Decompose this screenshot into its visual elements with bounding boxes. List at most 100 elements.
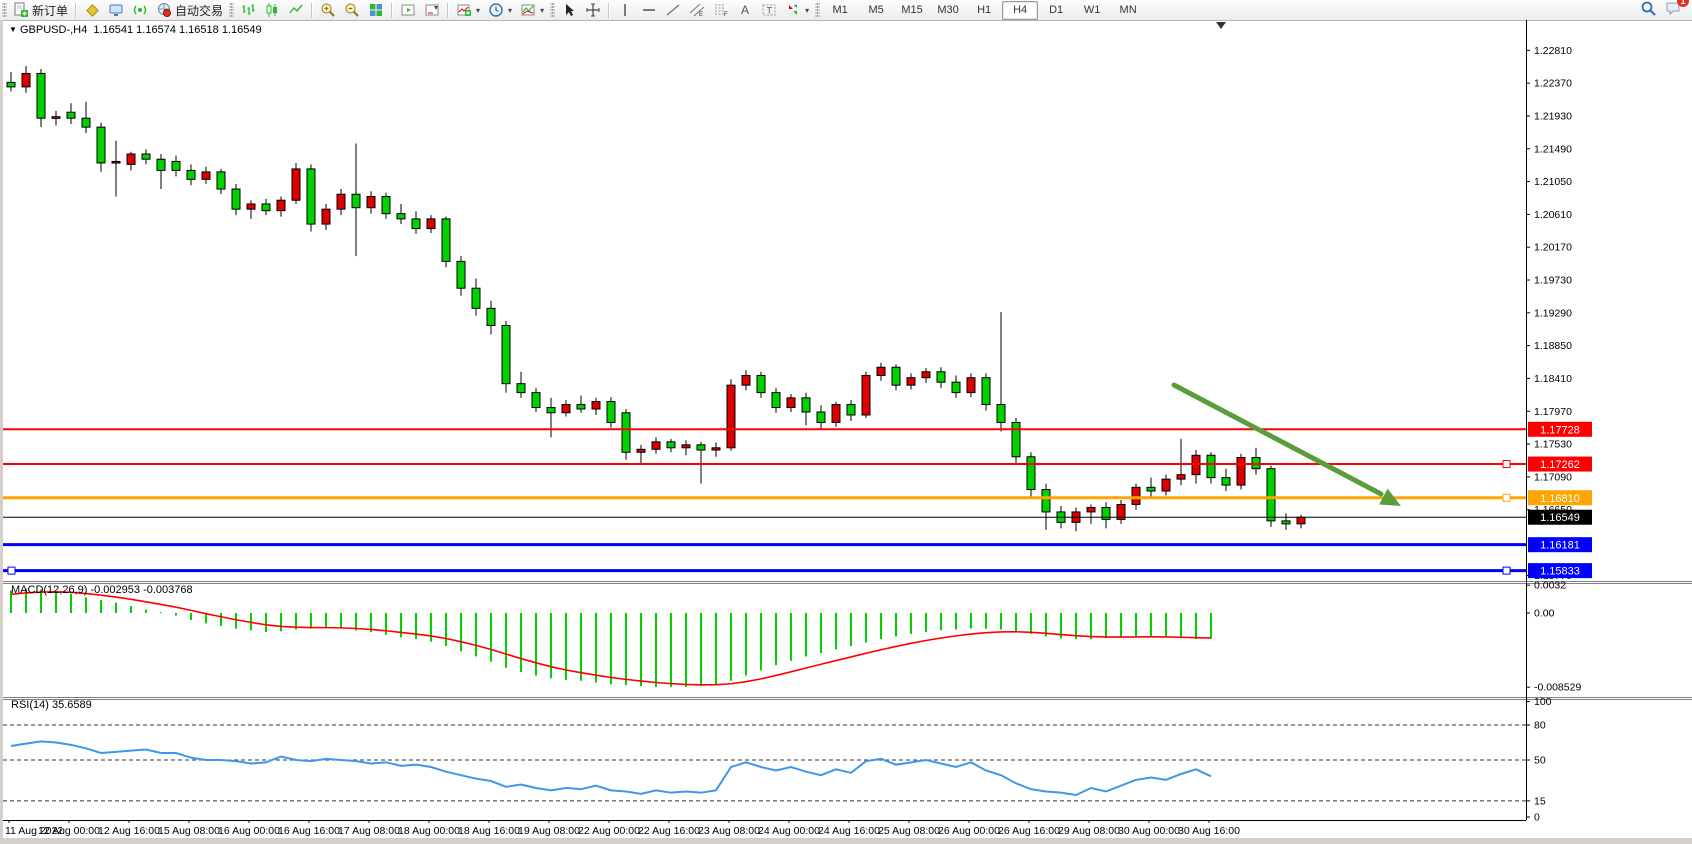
zoom-in-button[interactable] [316,0,340,20]
time-tick-label: 12 Aug 16:00 [98,825,160,837]
search-icon[interactable] [1640,0,1657,20]
line-chart-button[interactable] [284,0,308,20]
line-selection-marker[interactable] [1502,566,1511,575]
line-selection-marker[interactable] [7,566,16,575]
channel-button[interactable]: E [685,0,709,20]
candle [591,401,601,410]
candle [681,444,691,449]
trendline-button[interactable] [661,0,685,20]
timeframe-button-h4[interactable]: H4 [1002,0,1039,20]
candle [471,287,481,309]
periods-button[interactable]: ▾ [484,0,516,20]
price-axis[interactable]: 1.22810 1.22370 1.21930 1.21490 1.21050 1.206… [1526,45,1572,582]
candle [96,126,106,164]
candle [306,168,316,225]
price-tick-label: 1.20170 [1534,242,1572,254]
candle [666,441,676,449]
window-menu-icon[interactable]: ▼ [9,25,17,34]
timeframe-button-m15[interactable]: M15 [901,4,923,16]
candle [501,325,511,385]
auto-trading-button[interactable]: 自动交易 [152,0,227,20]
chevron-down-icon[interactable]: ▾ [805,5,810,15]
vline-icon [617,2,633,18]
chart-shift-marker[interactable] [1216,22,1226,29]
crosshair-button[interactable] [581,0,605,20]
main-toolbar: 新订单 自动交易 ▾ ▾ ▾ E F A T ▾ M1 M5 M15 M30 H1 H4 D1 W1 MN 1 [0,0,1692,21]
chart-title: ▼ GBPUSD-,H4 1.16541 1.16574 1.16518 1.1… [9,24,262,36]
rsi-axis[interactable]: 100 80 50 15 0 [1526,696,1552,824]
candle [1281,520,1291,525]
toolbar-grip [550,3,556,17]
timeframe-button-d1[interactable]: D1 [1049,4,1064,16]
rsi-tick-label: 0 [1534,812,1540,824]
candle [1131,486,1141,505]
price-tag-1.15833: 1.15833 [1528,563,1592,579]
time-tick-label: 30 Aug 16:00 [1178,825,1240,837]
candle [1266,468,1276,522]
macd-axis[interactable]: 0.0032 0.00 -0.008529 [1526,580,1581,694]
chart-window[interactable]: 1.22810 1.22370 1.21930 1.21490 1.21050 1.206… [0,20,1692,838]
timeframe-button-mn[interactable]: MN [1119,4,1137,16]
candle [426,218,436,230]
chart-shift-button[interactable] [420,0,444,20]
macd-indicator-label: MACD(12,26,9) -0.002953 -0.003768 [11,584,193,596]
horizontal-line-button[interactable] [637,0,661,20]
price-tag-1.16181: 1.16181 [1528,537,1592,553]
labelT-icon: T [761,2,777,18]
candle [126,153,136,165]
arrows-button[interactable]: ▾ [781,0,813,20]
bar-chart-button[interactable] [236,0,260,20]
chart-canvas[interactable]: 1.22810 1.22370 1.21930 1.21490 1.21050 1.206… [3,20,1692,838]
fibonacci-button[interactable]: F [709,0,733,20]
tile-windows-button[interactable] [364,0,388,20]
svg-text:1.16549: 1.16549 [1540,512,1580,524]
candle [696,444,706,451]
text-label-button[interactable]: T [757,0,781,20]
candle [771,392,781,409]
timeframe-button-m30[interactable]: M30 [937,4,959,16]
candle [951,381,961,394]
macd-tick-label: 0.00 [1534,608,1555,620]
vertical-line-button[interactable] [613,0,637,20]
profiles-button[interactable] [80,0,104,20]
auto-trading-button-label: 自动交易 [175,3,224,18]
chevron-down-icon[interactable]: ▾ [540,5,545,15]
candle [636,448,646,453]
cursor-button[interactable] [557,0,581,20]
candle [336,193,346,210]
zoom-out-button[interactable] [340,0,364,20]
candle [891,366,901,386]
candle [51,116,61,119]
signals-button[interactable] [128,0,152,20]
trend-arrow-line[interactable] [1171,382,1384,497]
trend-arrow-head[interactable] [1379,488,1401,506]
time-tick-label: 26 Aug 16:00 [998,825,1060,837]
timeframe-button-h1[interactable]: H1 [977,4,992,16]
candle [816,411,826,423]
timeframe-button-m1[interactable]: M1 [832,4,848,16]
market-watch-button[interactable] [104,0,128,20]
line-selection-marker[interactable] [1502,460,1511,469]
price-tag-1.17728: 1.17728 [1528,421,1592,437]
candle [441,218,451,262]
auto-scroll-button[interactable] [396,0,420,20]
new-order-button[interactable]: 新订单 [9,0,72,20]
candle [936,371,946,383]
line-selection-marker[interactable] [1502,493,1511,502]
timeframe-button-m5[interactable]: M5 [868,4,884,16]
chevron-down-icon[interactable]: ▾ [508,5,513,15]
notifications-icon[interactable]: 1 [1665,0,1689,20]
candle [726,384,736,449]
candle [846,404,856,416]
chevron-down-icon[interactable]: ▾ [476,5,481,15]
arrows-icon [785,2,801,18]
candlestick-chart-button[interactable] [260,0,284,20]
indicators-button[interactable]: ▾ [452,0,484,20]
rsi-tick-label: 15 [1534,795,1546,807]
timeframe-button-w1[interactable]: W1 [1083,4,1101,16]
tline-icon [665,2,681,18]
text-button[interactable]: A [733,0,757,20]
price-tick-label: 1.19290 [1534,307,1572,319]
template-button[interactable]: ▾ [516,0,548,20]
